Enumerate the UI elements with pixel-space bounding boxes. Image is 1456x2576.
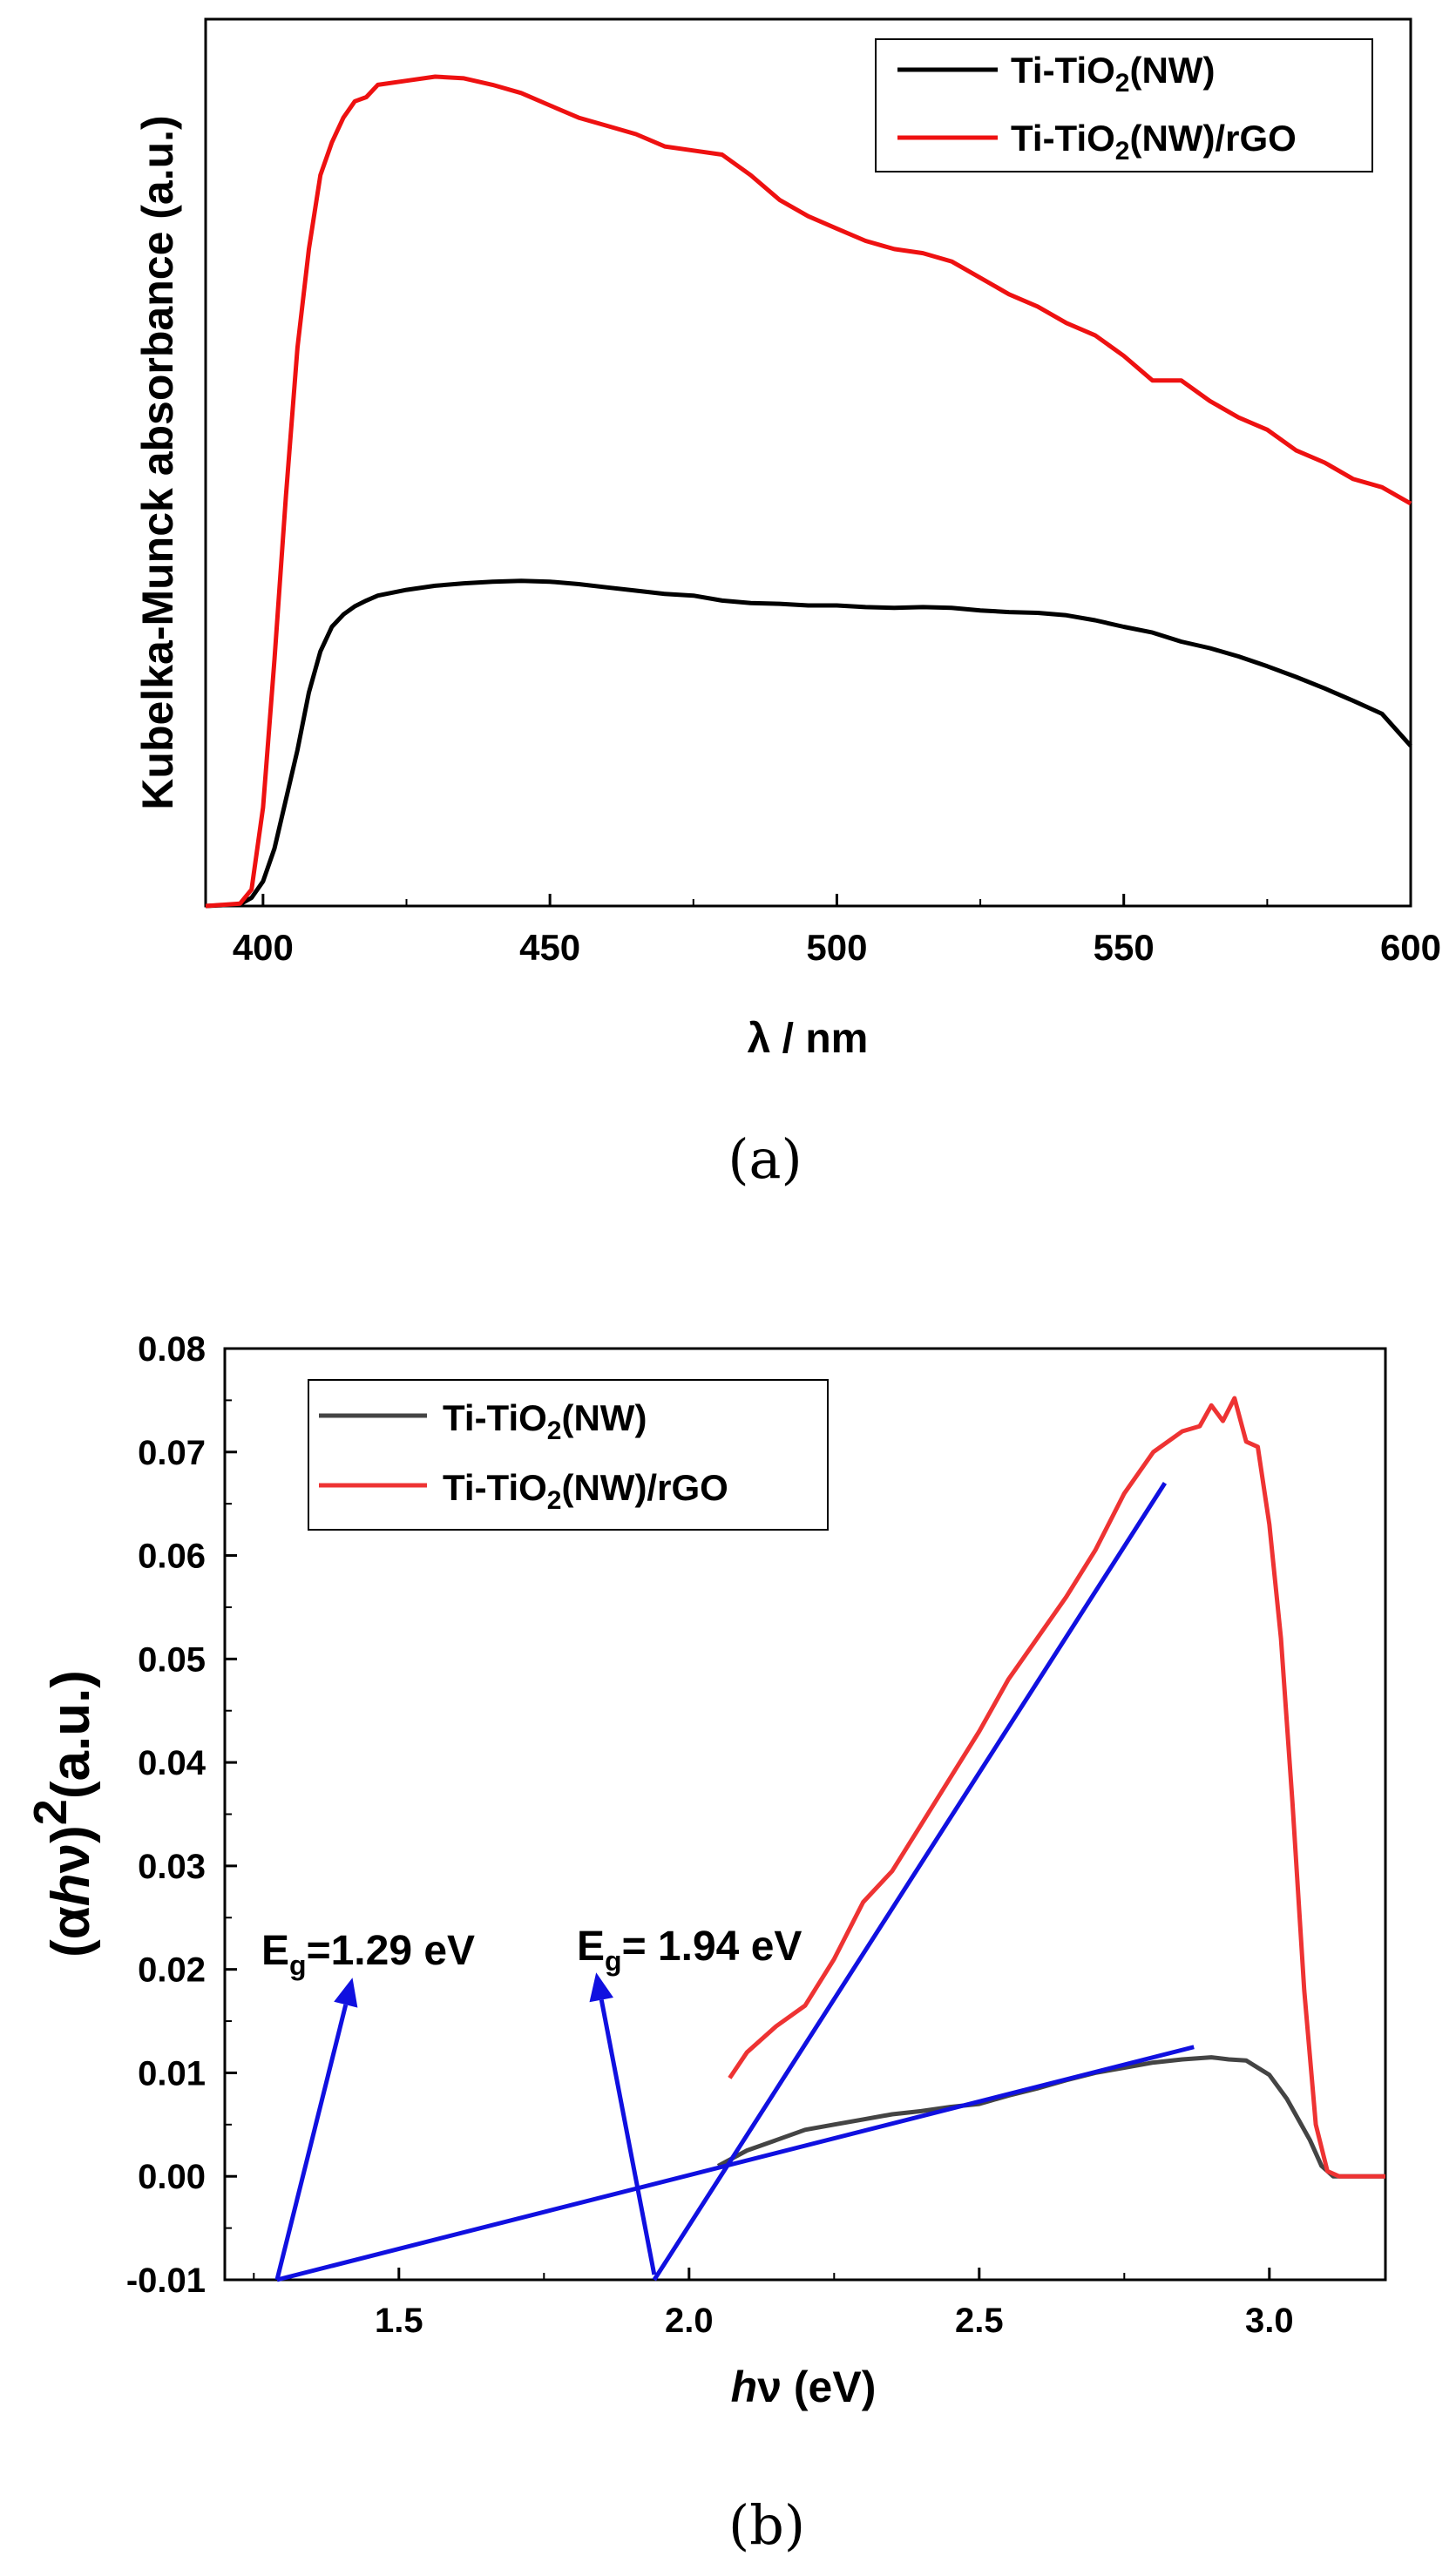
series-line-b-ti-tio2-nw-rgo bbox=[728, 1396, 1385, 2179]
y-tick-label-b-3: 0.02 bbox=[138, 1951, 206, 1990]
x-axis-title-b: hν (eV) bbox=[731, 2363, 877, 2411]
x-tick-label-b-1: 2.0 bbox=[665, 2302, 714, 2340]
plot-area-a bbox=[204, 17, 1412, 908]
x-tick-label-a-500: 500 bbox=[806, 927, 867, 968]
panel-b-chart: 1.5 2.0 2.5 3.0 -0.01 0.00 0.01 0.02 0.03 0.04 0.0… bbox=[24, 1330, 1387, 2557]
y-axis-title-a: Kubelka-Munck absorbance (a.u.) bbox=[133, 115, 182, 809]
panel-a-chart: 400 450 500 550 600 Ti-TiO2(NW) Ti-TiO2(NW)/… bbox=[133, 17, 1441, 1191]
legend-label-ti-tio2-rgo-b: Ti-TiO2(NW)/rGO bbox=[443, 1467, 728, 1515]
series-group-a bbox=[205, 74, 1412, 909]
x-axis-ticks-a: 400 450 500 550 600 bbox=[233, 894, 1441, 968]
y-tick-label-b-5: 0.04 bbox=[138, 1744, 207, 1782]
legend-box-a bbox=[875, 38, 1373, 172]
x-tick-label-b-0: 1.5 bbox=[375, 2302, 423, 2340]
legend-label-ti-tio2-rgo: Ti-TiO2(NW)/rGO bbox=[1011, 118, 1297, 166]
legend-b: Ti-TiO2(NW) Ti-TiO2(NW)/rGO bbox=[308, 1379, 829, 1531]
panel-label-a: (a) bbox=[728, 1127, 802, 1191]
x-tick-label-b-3: 3.0 bbox=[1245, 2302, 1294, 2340]
y-tick-label-b-4: 0.03 bbox=[138, 1848, 206, 1886]
y-tick-label-b-8: 0.07 bbox=[138, 1434, 206, 1472]
x-tick-label-a-600: 600 bbox=[1380, 927, 1441, 968]
legend-label-ti-tio2: Ti-TiO2(NW) bbox=[1011, 50, 1215, 98]
legend-box-b bbox=[308, 1379, 829, 1531]
y-tick-label-b-6: 0.05 bbox=[138, 1640, 206, 1679]
y-tick-label-b-1: 0.00 bbox=[138, 2158, 206, 2196]
fit-lines-b bbox=[274, 1482, 1195, 2282]
panel-label-b: (b) bbox=[728, 2493, 805, 2557]
y-tick-label-b-9: 0.08 bbox=[138, 1330, 206, 1369]
band-gap-arrow-head-1 bbox=[334, 1978, 358, 2008]
legend-a: Ti-TiO2(NW) Ti-TiO2(NW)/rGO bbox=[875, 38, 1373, 172]
x-tick-label-a-550: 550 bbox=[1094, 927, 1155, 968]
band-gap-annotation-2: Eg= 1.94 eV bbox=[577, 1924, 802, 1977]
y-tick-label-b-0: -0.01 bbox=[126, 2262, 206, 2300]
series-line-a-ti-tio2-nw-rgo bbox=[205, 74, 1412, 909]
tauc-fit-line-2 bbox=[652, 1482, 1168, 2282]
x-tick-label-b-2: 2.5 bbox=[955, 2302, 1004, 2340]
y-axis-title-b: (αhν)2(a.u.) bbox=[24, 1670, 101, 1957]
x-tick-label-a-450: 450 bbox=[519, 927, 580, 968]
series-line-a-ti-tio2-nw bbox=[205, 578, 1412, 909]
band-gap-arrow-shaft-2 bbox=[599, 1999, 657, 2275]
x-axis-title-a: λ / nm bbox=[748, 1016, 869, 1062]
y-tick-label-b-7: 0.06 bbox=[138, 1538, 206, 1576]
x-tick-label-a-400: 400 bbox=[233, 927, 294, 968]
y-tick-label-b-2: 0.01 bbox=[138, 2054, 206, 2093]
band-gap-arrow-head-2 bbox=[589, 1972, 613, 2003]
legend-label-ti-tio2-b: Ti-TiO2(NW) bbox=[443, 1397, 647, 1445]
tauc-fit-line-1 bbox=[276, 2045, 1195, 2282]
band-gap-annotation-1: Eg=1.29 eV bbox=[261, 1928, 475, 1981]
band-gap-arrow-shaft-1 bbox=[274, 2004, 349, 2281]
axis-ticks-b: 1.5 2.0 2.5 3.0 -0.01 0.00 0.01 0.02 0.03 0.04 0.0… bbox=[126, 1330, 1294, 2340]
